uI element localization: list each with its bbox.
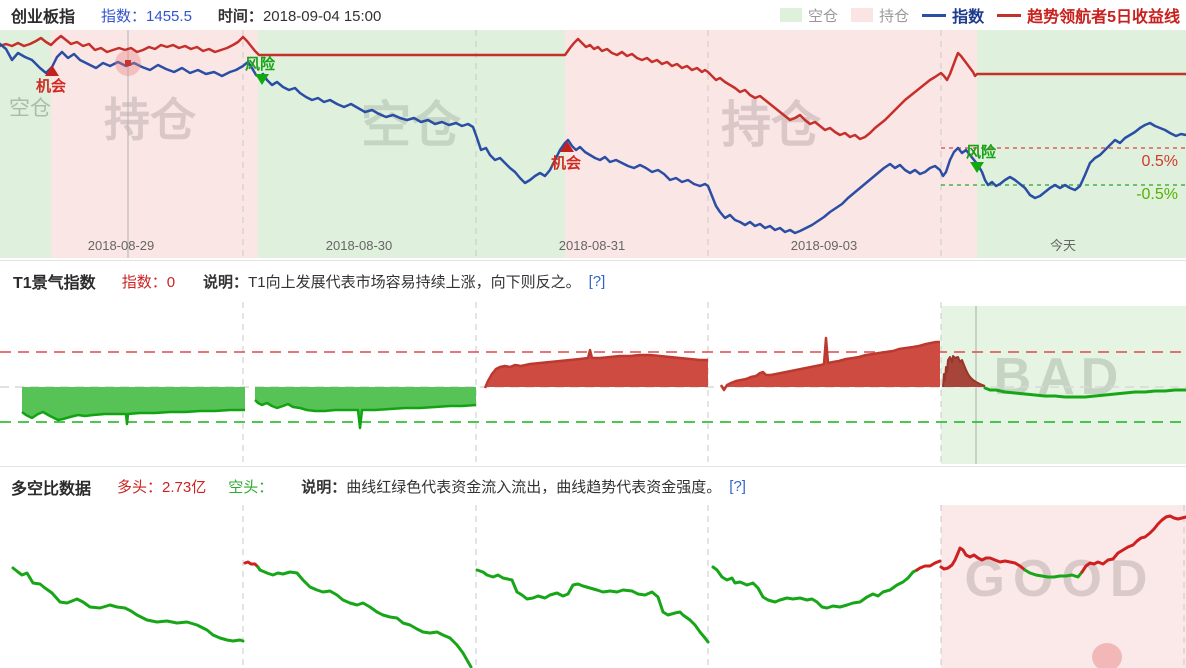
long-short-title: 多空比数据: [11, 480, 92, 498]
watermark-flat-small: 空仓: [9, 97, 51, 120]
opportunity-triangle-2: [560, 141, 574, 152]
fund-line-today-inflow-2: [1080, 514, 1186, 574]
opportunity-label-1: 机会: [36, 77, 66, 95]
date-label: 2018-08-29: [88, 238, 155, 253]
flat-band-1: [0, 30, 51, 258]
fund-line-today-outflow-mid: [1023, 568, 1084, 579]
fund-line-day4-outflow: [711, 565, 919, 610]
t1-positive-area-2: [719, 336, 940, 392]
main-index-chart: 空仓 持仓 空仓 持仓0.5%-0.5%2018-08-29 2018-08-30 201…: [0, 30, 1186, 258]
t1-title: T1景气指数: [13, 275, 96, 292]
watermark-flat-2: 空仓: [361, 97, 462, 153]
t1-negative-area-1: [21, 408, 245, 426]
index-line-swatch: [922, 13, 947, 17]
date-label: 2018-09-03: [791, 238, 858, 253]
t1-positive-area-1: [485, 350, 708, 388]
short-value: 空头：: [228, 479, 274, 496]
date-label: 2018-08-31: [559, 238, 626, 253]
flat-band-3: [977, 30, 1186, 258]
trend-line: [0, 34, 1186, 141]
fund-line-day4-inflow-tail: [915, 559, 942, 572]
t1-description: 说明：T1向上发展代表市场容易持续上涨，向下则反之。: [203, 273, 581, 291]
date-label: 今天: [1050, 238, 1076, 253]
long-short-description: 说明：曲线红绿色代表资金流入流出，曲线趋势代表资金强度。: [301, 479, 722, 496]
long-short-help-link[interactable]: [?]: [729, 478, 746, 495]
floating-service-dot: [1092, 643, 1122, 668]
opportunity-triangle-1: [45, 65, 59, 76]
t1-header: T1景气指数 指数：0 说明：T1向上发展代表市场容易持续上涨，向下则反之。 […: [0, 260, 1186, 301]
fund-line-day2-inflow-head: [243, 560, 260, 569]
t1-help-link[interactable]: [?]: [588, 272, 606, 290]
long-short-header: 多空比数据 多头：2.73亿 空头： 说明：曲线红绿色代表资金流入流出，曲线趋势…: [0, 466, 1186, 506]
hold-swatch: [851, 8, 874, 22]
legend-item-hold[interactable]: 持仓: [851, 5, 909, 26]
t1-index-value: 指数：0: [121, 273, 176, 291]
fund-line-day2-outflow: [256, 565, 473, 668]
t1-spike-area: [942, 355, 986, 388]
t1-spike-area: [943, 356, 985, 387]
good-band: [941, 505, 1186, 668]
legend-index-label: 指数: [952, 9, 985, 26]
index-line: [0, 42, 1186, 235]
t1-tail-line: [983, 386, 1186, 399]
lower-threshold-label: -0.5%: [1136, 186, 1178, 203]
upper-threshold-label: 0.5%: [1142, 153, 1178, 170]
watermark-hold-1: 持仓: [104, 94, 197, 146]
long-short-chart: GOOD: [11, 505, 1186, 668]
t1-positive-area-1: [483, 348, 708, 389]
legend-trend-label: 趋势领航者5日收益线: [1027, 9, 1180, 26]
event-dot: [125, 60, 131, 66]
index-value: 指数：1455.5: [101, 7, 192, 25]
trend-line-swatch: [997, 13, 1022, 17]
legend-item-flat[interactable]: 空仓: [780, 5, 838, 26]
time-value: 时间：2018-09-04 15:00: [217, 7, 382, 25]
risk-triangle-2: [970, 162, 984, 173]
t1-positive-area-2: [721, 338, 940, 390]
main-chart-header: 创业板指 指数：1455.5 时间：2018-09-04 15:00 空仓 持仓…: [0, 0, 1186, 30]
main-chart-title: 创业板指: [11, 9, 76, 26]
legend-item-trend[interactable]: 趋势领航者5日收益线: [997, 3, 1180, 27]
fund-line-today-inflow-1: [939, 546, 1027, 572]
legend-flat-label: 空仓: [808, 7, 839, 25]
opportunity-label-2: 机会: [551, 154, 581, 172]
risk-label-2: 风险: [966, 143, 997, 161]
flat-band-2: [258, 30, 565, 258]
t1-negative-area-2: [255, 387, 476, 428]
fund-line-day1-outflow: [11, 566, 245, 643]
risk-label-1: 风险: [245, 55, 276, 73]
date-label: 2018-08-30: [326, 238, 393, 253]
t1-negative-area-2: [254, 399, 477, 430]
hold-band-2: [565, 30, 977, 258]
risk-triangle-1: [255, 74, 269, 85]
t1-index-chart: BAD: [0, 302, 1186, 465]
long-value: 多头：2.73亿: [117, 479, 207, 496]
chart-legend: 空仓 持仓 指数 趋势领航者5日收益线: [780, 3, 1186, 27]
fund-line-day3-outflow: [475, 568, 710, 644]
flat-swatch: [780, 8, 803, 22]
legend-hold-label: 持仓: [879, 7, 910, 25]
legend-item-index[interactable]: 指数: [922, 3, 984, 27]
